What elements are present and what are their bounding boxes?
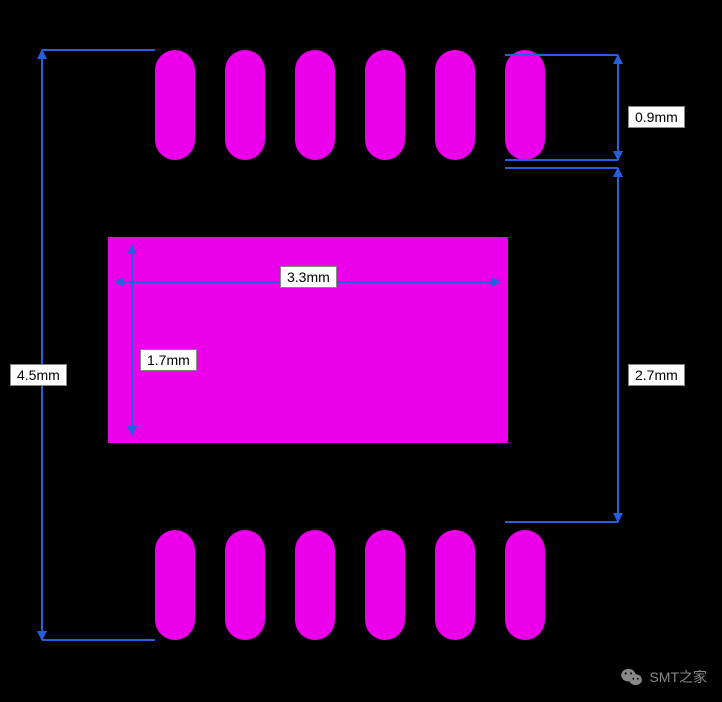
pin-pad: [505, 530, 545, 640]
dim-center-height-label: 1.7mm: [140, 349, 197, 371]
dim-overall-height-label: 4.5mm: [10, 364, 67, 386]
dim-center-gap-line: [617, 168, 619, 522]
pin-pad: [505, 50, 545, 160]
wechat-icon: [621, 668, 643, 686]
ext-line: [42, 49, 155, 51]
pin-pad: [365, 50, 405, 160]
pin-pad: [435, 50, 475, 160]
pin-pad: [435, 530, 475, 640]
arrowhead: [114, 277, 124, 287]
arrowhead: [127, 244, 137, 254]
pin-pad: [225, 50, 265, 160]
dim-center-width-label: 3.3mm: [280, 266, 337, 288]
dim-pin-length-line: [617, 55, 619, 160]
arrowhead: [491, 277, 501, 287]
ext-line: [505, 54, 618, 56]
pin-pad: [295, 50, 335, 160]
watermark-text: SMT之家: [649, 667, 707, 687]
pin-pad: [155, 50, 195, 160]
pin-pad: [365, 530, 405, 640]
pin-pad: [155, 530, 195, 640]
dim-center-height-line: [131, 245, 133, 435]
ext-line: [505, 521, 618, 523]
ext-line: [505, 167, 618, 169]
dim-overall-height-line: [41, 50, 43, 640]
pin-pad: [225, 530, 265, 640]
dim-center-gap-label: 2.7mm: [628, 364, 685, 386]
watermark: SMT之家: [621, 667, 707, 687]
ext-line: [505, 159, 618, 161]
dim-pin-length-label: 0.9mm: [628, 106, 685, 128]
arrowhead: [127, 426, 137, 436]
ext-line: [42, 639, 155, 641]
pin-pad: [295, 530, 335, 640]
